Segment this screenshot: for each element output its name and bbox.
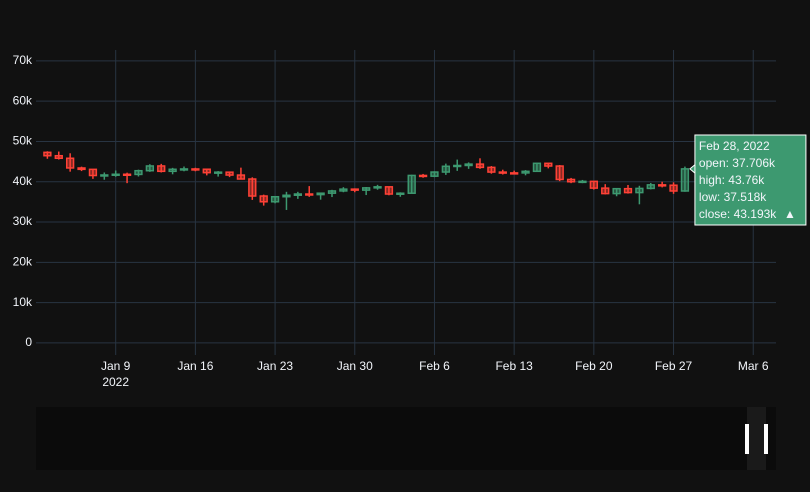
candle-body bbox=[657, 184, 667, 187]
hover-line: open: 37.706k bbox=[699, 156, 776, 170]
candle-body bbox=[65, 157, 75, 169]
candle-body bbox=[532, 162, 542, 173]
candle-body bbox=[191, 168, 200, 171]
candle-body bbox=[202, 168, 211, 174]
range-slider-handle[interactable] bbox=[764, 424, 768, 454]
candle-body bbox=[612, 187, 621, 195]
candle-body bbox=[293, 193, 303, 196]
hover-line: low: 37.518k bbox=[699, 190, 767, 204]
candle-body bbox=[179, 168, 189, 171]
candle-body bbox=[339, 188, 348, 192]
x-tick-label: Jan 9 bbox=[101, 359, 131, 373]
candle-body bbox=[544, 162, 553, 167]
candle-body bbox=[418, 174, 428, 178]
candle-body bbox=[669, 184, 678, 192]
candle-body bbox=[225, 171, 234, 176]
range-slider[interactable] bbox=[36, 407, 776, 470]
candle-body bbox=[601, 187, 610, 195]
candle-body bbox=[54, 154, 63, 160]
candle-body bbox=[122, 173, 132, 177]
candle-body bbox=[509, 172, 519, 175]
candle-body bbox=[566, 178, 576, 183]
candle-body bbox=[578, 180, 587, 184]
y-tick-label: 0 bbox=[25, 335, 32, 349]
candle-body bbox=[236, 174, 246, 180]
candle-body bbox=[646, 184, 655, 190]
x-tick-label: Feb 6 bbox=[419, 359, 450, 373]
x-tick-label: Jan 23 bbox=[257, 359, 293, 373]
candle-body bbox=[361, 187, 371, 191]
candle-body bbox=[327, 190, 337, 194]
x-tick-label: Jan 30 bbox=[337, 359, 373, 373]
range-slider-window[interactable] bbox=[747, 407, 766, 470]
candle-body bbox=[430, 171, 439, 177]
candle-body bbox=[111, 173, 120, 177]
candle-body bbox=[88, 168, 98, 177]
candle-body bbox=[384, 186, 394, 195]
hover-symbol: ▲ bbox=[784, 207, 796, 221]
candle-body bbox=[259, 195, 268, 203]
y-tick-label: 40k bbox=[13, 174, 33, 188]
x-tick-year: 2022 bbox=[102, 375, 129, 389]
candle-body bbox=[316, 192, 325, 196]
y-tick-label: 10k bbox=[13, 295, 33, 309]
candle-body bbox=[487, 166, 496, 173]
x-tick-label: Feb 13 bbox=[495, 359, 533, 373]
candle-body bbox=[373, 186, 382, 189]
candle-body bbox=[168, 168, 177, 173]
candle-body bbox=[248, 178, 257, 197]
candle-body bbox=[498, 171, 507, 174]
candle-body bbox=[270, 195, 280, 203]
candle-body bbox=[407, 174, 416, 194]
range-slider-handle[interactable] bbox=[745, 424, 749, 454]
candle-body bbox=[680, 168, 690, 192]
candle-body bbox=[453, 164, 462, 168]
candle-body bbox=[396, 192, 405, 195]
candle-body bbox=[77, 167, 86, 171]
y-tick-label: 60k bbox=[13, 93, 33, 107]
hover-line: high: 43.76k bbox=[699, 173, 765, 187]
x-tick-label: Mar 6 bbox=[738, 359, 769, 373]
x-tick-label: Feb 20 bbox=[575, 359, 613, 373]
candle-body bbox=[464, 163, 473, 167]
candle-body bbox=[589, 180, 599, 189]
candle-body bbox=[350, 188, 359, 191]
hover-date: Feb 28, 2022 bbox=[699, 139, 770, 153]
candle-body bbox=[43, 151, 52, 157]
candle-body bbox=[475, 163, 485, 169]
candle-body bbox=[623, 187, 633, 194]
candle-body bbox=[213, 171, 223, 174]
candle-body bbox=[441, 165, 451, 173]
y-tick-label: 70k bbox=[13, 53, 33, 67]
candle-body bbox=[282, 194, 291, 198]
y-tick-label: 20k bbox=[13, 255, 33, 269]
hover-box bbox=[694, 134, 807, 226]
y-tick-label: 30k bbox=[13, 214, 33, 228]
candle-body bbox=[157, 165, 166, 173]
y-tick-label: 50k bbox=[13, 134, 33, 148]
candle-body bbox=[305, 193, 314, 196]
hover-line: close: 43.193k bbox=[699, 207, 777, 221]
candle-body bbox=[134, 169, 143, 176]
x-tick-label: Feb 27 bbox=[655, 359, 693, 373]
candle-body bbox=[555, 165, 564, 181]
candle-body bbox=[100, 174, 109, 177]
candle-body bbox=[635, 187, 644, 194]
candle-body bbox=[145, 165, 155, 172]
candle-body bbox=[521, 170, 530, 174]
x-tick-label: Jan 16 bbox=[177, 359, 213, 373]
